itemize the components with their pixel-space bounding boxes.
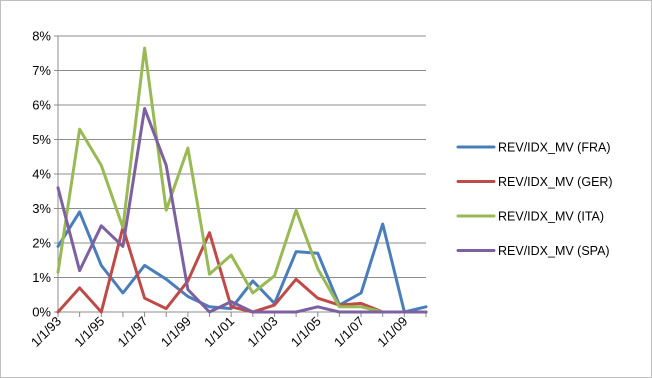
- x-tick-label: 1/1/05: [288, 314, 324, 350]
- x-tick-label: 1/1/07: [331, 314, 367, 350]
- legend-item: REV/IDX_MV (SPA): [456, 244, 610, 258]
- legend-item: REV/IDX_MV (GER): [456, 175, 613, 189]
- legend: REV/IDX_MV (FRA) REV/IDX_MV (GER) REV/IDX_…: [456, 141, 613, 258]
- x-tick-label: 1/1/03: [244, 314, 280, 350]
- y-tick-label: 1%: [32, 270, 51, 285]
- x-tick-label: 1/1/99: [158, 314, 194, 350]
- x-tick-label: 1/1/01: [201, 314, 237, 350]
- legend-label: REV/IDX_MV (GER): [498, 175, 613, 189]
- legend-label: REV/IDX_MV (SPA): [498, 244, 610, 258]
- legend-label: REV/IDX_MV (FRA): [498, 141, 611, 155]
- y-tick-label: 2%: [32, 236, 51, 251]
- gridlines: [58, 35, 426, 278]
- series-line-3: [56, 107, 428, 314]
- legend-item: REV/IDX_MV (ITA): [456, 210, 604, 224]
- y-tick-label: 3%: [32, 201, 51, 216]
- series-lines: [56, 46, 428, 314]
- series-line-2: [56, 46, 428, 314]
- y-tick-label: 5%: [32, 132, 51, 147]
- x-tick-label: 1/1/09: [374, 314, 410, 350]
- series-line-1: [56, 226, 428, 314]
- legend-label: REV/IDX_MV (ITA): [498, 210, 604, 224]
- y-tick-label: 6%: [32, 98, 51, 113]
- y-tick-label: 7%: [32, 63, 51, 78]
- series-line-0: [56, 210, 428, 314]
- x-axis-ticks: 1/1/93 1/1/95 1/1/97 1/1/99 1/1/01 1/1/03 1/1/…: [28, 314, 411, 350]
- y-axis-ticks: 0% 1% 2% 3% 4% 5% 6% 7% 8%: [32, 29, 51, 320]
- y-tick-label: 4%: [32, 167, 51, 182]
- y-tick-label: 0%: [32, 305, 51, 320]
- y-tick-label: 8%: [32, 29, 51, 44]
- legend-item: REV/IDX_MV (FRA): [456, 141, 611, 155]
- x-tick-label: 1/1/97: [115, 314, 151, 350]
- x-tick-label: 1/1/95: [71, 314, 107, 350]
